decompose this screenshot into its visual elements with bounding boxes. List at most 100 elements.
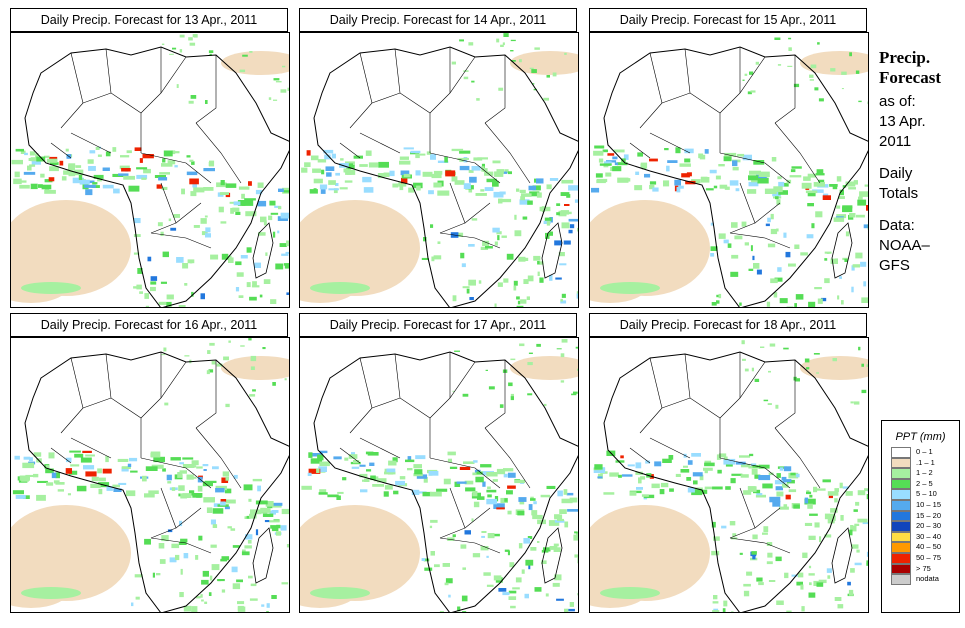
rain-cell (692, 472, 703, 477)
rain-cell (834, 597, 842, 601)
rain-cell (781, 476, 787, 481)
rain-cell (533, 88, 537, 91)
rain-cell (788, 472, 799, 479)
rain-cell (239, 69, 246, 73)
rain-cell (216, 363, 223, 367)
rain-cell (813, 486, 818, 493)
rain-cell (161, 186, 168, 190)
rain-cell (177, 472, 183, 478)
rain-cell (486, 472, 498, 477)
rain-cell (342, 477, 347, 481)
rain-cell (141, 177, 147, 180)
rain-cell (560, 298, 563, 302)
rain-cell (510, 50, 514, 52)
rain-cell (740, 474, 749, 478)
rain-cell (281, 582, 289, 585)
rain-cell (603, 161, 612, 164)
rain-cell (282, 65, 286, 68)
rain-cell (232, 583, 241, 590)
rain-cell (511, 60, 516, 62)
rain-cell (192, 34, 198, 37)
rain-cell (750, 90, 756, 93)
rain-cell (278, 188, 284, 192)
rain-cell (217, 504, 229, 507)
rain-cell (504, 169, 509, 174)
rain-cell (716, 300, 720, 304)
rain-cell (516, 188, 520, 192)
rain-cell (217, 579, 225, 582)
rain-cell (574, 554, 578, 558)
africa-map-svg (590, 37, 868, 307)
legend-entry: 5 – 10 (882, 489, 959, 500)
country-border (371, 92, 401, 104)
forecast-panel-5: Daily Precip. Forecast for 17 Apr., 2011 (299, 313, 579, 613)
rain-cell (139, 158, 143, 163)
rain-cell (106, 486, 113, 491)
rain-cell (534, 47, 540, 50)
light-rain-band (600, 587, 660, 599)
country-border (359, 437, 401, 459)
rain-cell (760, 346, 765, 348)
rain-cell (775, 196, 779, 200)
rain-cell (175, 554, 180, 561)
country-border (719, 361, 766, 419)
rain-cell (68, 170, 76, 177)
light-rain-band (600, 282, 660, 294)
rain-cell (61, 176, 67, 181)
precip-map (299, 32, 579, 308)
rain-cell (520, 193, 532, 197)
rain-cell (855, 252, 863, 259)
legend-label: 20 – 30 (916, 521, 942, 531)
rain-cell (324, 154, 331, 160)
rain-cell (205, 100, 208, 104)
rain-cell (663, 180, 670, 187)
rain-cell (449, 466, 458, 469)
legend-label: 2 – 5 (916, 478, 933, 488)
rain-cell (55, 472, 60, 479)
rain-cell (242, 54, 248, 57)
country-border (195, 55, 217, 124)
rain-cell (462, 567, 466, 570)
legend-swatch (891, 457, 911, 469)
rain-cell (522, 216, 528, 220)
rain-cell (208, 369, 214, 373)
legend-entry: 2 – 5 (882, 478, 959, 490)
rain-cell (436, 488, 448, 492)
rain-cell (422, 491, 432, 497)
rain-cell (286, 292, 289, 295)
rain-cell (269, 200, 276, 206)
rain-cell (452, 295, 457, 302)
rain-cell (150, 286, 156, 292)
legend-label: 40 – 50 (916, 542, 942, 552)
rain-cell (154, 175, 166, 178)
rain-cell (284, 378, 287, 381)
rain-cell (845, 491, 853, 496)
rain-cell (818, 579, 827, 584)
rain-cell (74, 453, 84, 458)
rain-cell (204, 480, 217, 483)
rain-cell (817, 42, 820, 45)
rain-cell (119, 165, 130, 170)
rain-cell (44, 189, 56, 194)
rain-cell (528, 504, 533, 511)
country-border (60, 52, 84, 129)
rain-cell (189, 159, 194, 162)
rain-cell (712, 610, 720, 612)
rain-cell (431, 256, 435, 262)
country-border (774, 427, 821, 489)
totals-label: Daily Totals (879, 165, 919, 202)
rain-cell (528, 564, 531, 570)
country-border (195, 360, 217, 429)
rain-cell (333, 456, 342, 460)
rain-cell (556, 212, 560, 216)
rain-cell (675, 473, 681, 477)
rain-cell (553, 547, 561, 552)
rain-cell (249, 513, 257, 519)
rain-cell (218, 206, 224, 213)
rain-cell (718, 293, 722, 299)
rain-cell (727, 243, 732, 248)
rain-cell (599, 163, 612, 166)
rain-cell (768, 580, 776, 582)
legend-entry: > 75 (882, 563, 959, 575)
rain-cell (735, 461, 746, 465)
